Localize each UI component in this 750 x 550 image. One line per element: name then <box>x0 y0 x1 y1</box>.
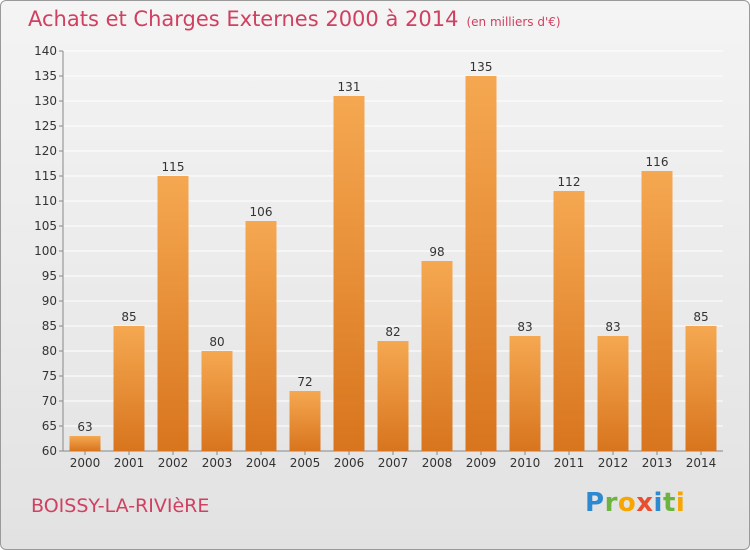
y-tick-label: 125 <box>34 119 57 133</box>
logo-letter: r <box>604 488 618 518</box>
y-tick-label: 90 <box>42 294 57 308</box>
bar <box>553 191 585 451</box>
data-label: 72 <box>297 375 312 389</box>
bar <box>377 341 409 451</box>
x-tick-label: 2007 <box>378 456 409 470</box>
data-label: 135 <box>470 60 493 74</box>
bar <box>157 176 189 451</box>
x-tick-label: 2008 <box>422 456 453 470</box>
y-tick-label: 135 <box>34 69 57 83</box>
x-tick-label: 2004 <box>246 456 277 470</box>
y-tick-label: 60 <box>42 444 57 458</box>
data-label: 115 <box>162 160 185 174</box>
x-tick-label: 2003 <box>202 456 233 470</box>
logo-letter: i <box>653 488 663 518</box>
bar <box>289 391 321 451</box>
bar <box>69 436 101 451</box>
chart-title-text: Achats et Charges Externes 2000 à 2014 <box>28 7 459 31</box>
data-label: 116 <box>646 155 669 169</box>
bar <box>509 336 541 451</box>
logo-letter: x <box>636 488 654 518</box>
bar <box>333 96 365 451</box>
bar <box>113 326 145 451</box>
y-tick-label: 105 <box>34 219 57 233</box>
bar <box>421 261 453 451</box>
bar <box>685 326 717 451</box>
logo-letter: o <box>617 488 637 518</box>
x-tick-label: 2006 <box>334 456 365 470</box>
logo-letter: i <box>675 488 686 518</box>
chart-title: Achats et Charges Externes 2000 à 2014 (e… <box>28 7 561 31</box>
y-tick-label: 140 <box>34 44 57 58</box>
y-tick-label: 95 <box>42 269 57 283</box>
logo-letter: t <box>662 488 676 518</box>
data-label: 106 <box>250 205 273 219</box>
x-tick-label: 2002 <box>158 456 189 470</box>
y-tick-label: 80 <box>42 344 57 358</box>
data-label: 80 <box>209 335 224 349</box>
data-label: 82 <box>385 325 400 339</box>
data-label: 63 <box>77 420 92 434</box>
x-tick-label: 2000 <box>70 456 101 470</box>
bar <box>465 76 497 451</box>
y-tick-label: 75 <box>42 369 57 383</box>
y-tick-label: 100 <box>34 244 57 258</box>
y-tick-label: 130 <box>34 94 57 108</box>
y-tick-label: 120 <box>34 144 57 158</box>
chart-unit: (en milliers d'€) <box>466 15 561 29</box>
x-tick-label: 2013 <box>642 456 673 470</box>
bar <box>641 171 673 451</box>
bar <box>245 221 277 451</box>
proxiti-logo: Proxiti <box>585 488 685 518</box>
y-tick-label: 110 <box>34 194 57 208</box>
bar <box>597 336 629 451</box>
x-tick-label: 2014 <box>686 456 717 470</box>
data-label: 85 <box>693 310 708 324</box>
bar <box>201 351 233 451</box>
data-label: 85 <box>121 310 136 324</box>
data-label: 131 <box>338 80 361 94</box>
x-tick-label: 2009 <box>466 456 497 470</box>
data-label: 83 <box>605 320 620 334</box>
commune-name: BOISSY-LA-RIVIèRE <box>31 495 210 517</box>
y-tick-label: 65 <box>42 419 57 433</box>
x-tick-label: 2001 <box>114 456 145 470</box>
x-tick-label: 2011 <box>554 456 585 470</box>
x-tick-label: 2012 <box>598 456 629 470</box>
y-tick-label: 85 <box>42 319 57 333</box>
data-label: 98 <box>429 245 444 259</box>
data-label: 83 <box>517 320 532 334</box>
logo-letter: P <box>585 488 605 518</box>
x-tick-label: 2010 <box>510 456 541 470</box>
y-tick-label: 115 <box>34 169 57 183</box>
x-tick-label: 2005 <box>290 456 321 470</box>
data-label: 112 <box>558 175 581 189</box>
y-tick-label: 70 <box>42 394 57 408</box>
